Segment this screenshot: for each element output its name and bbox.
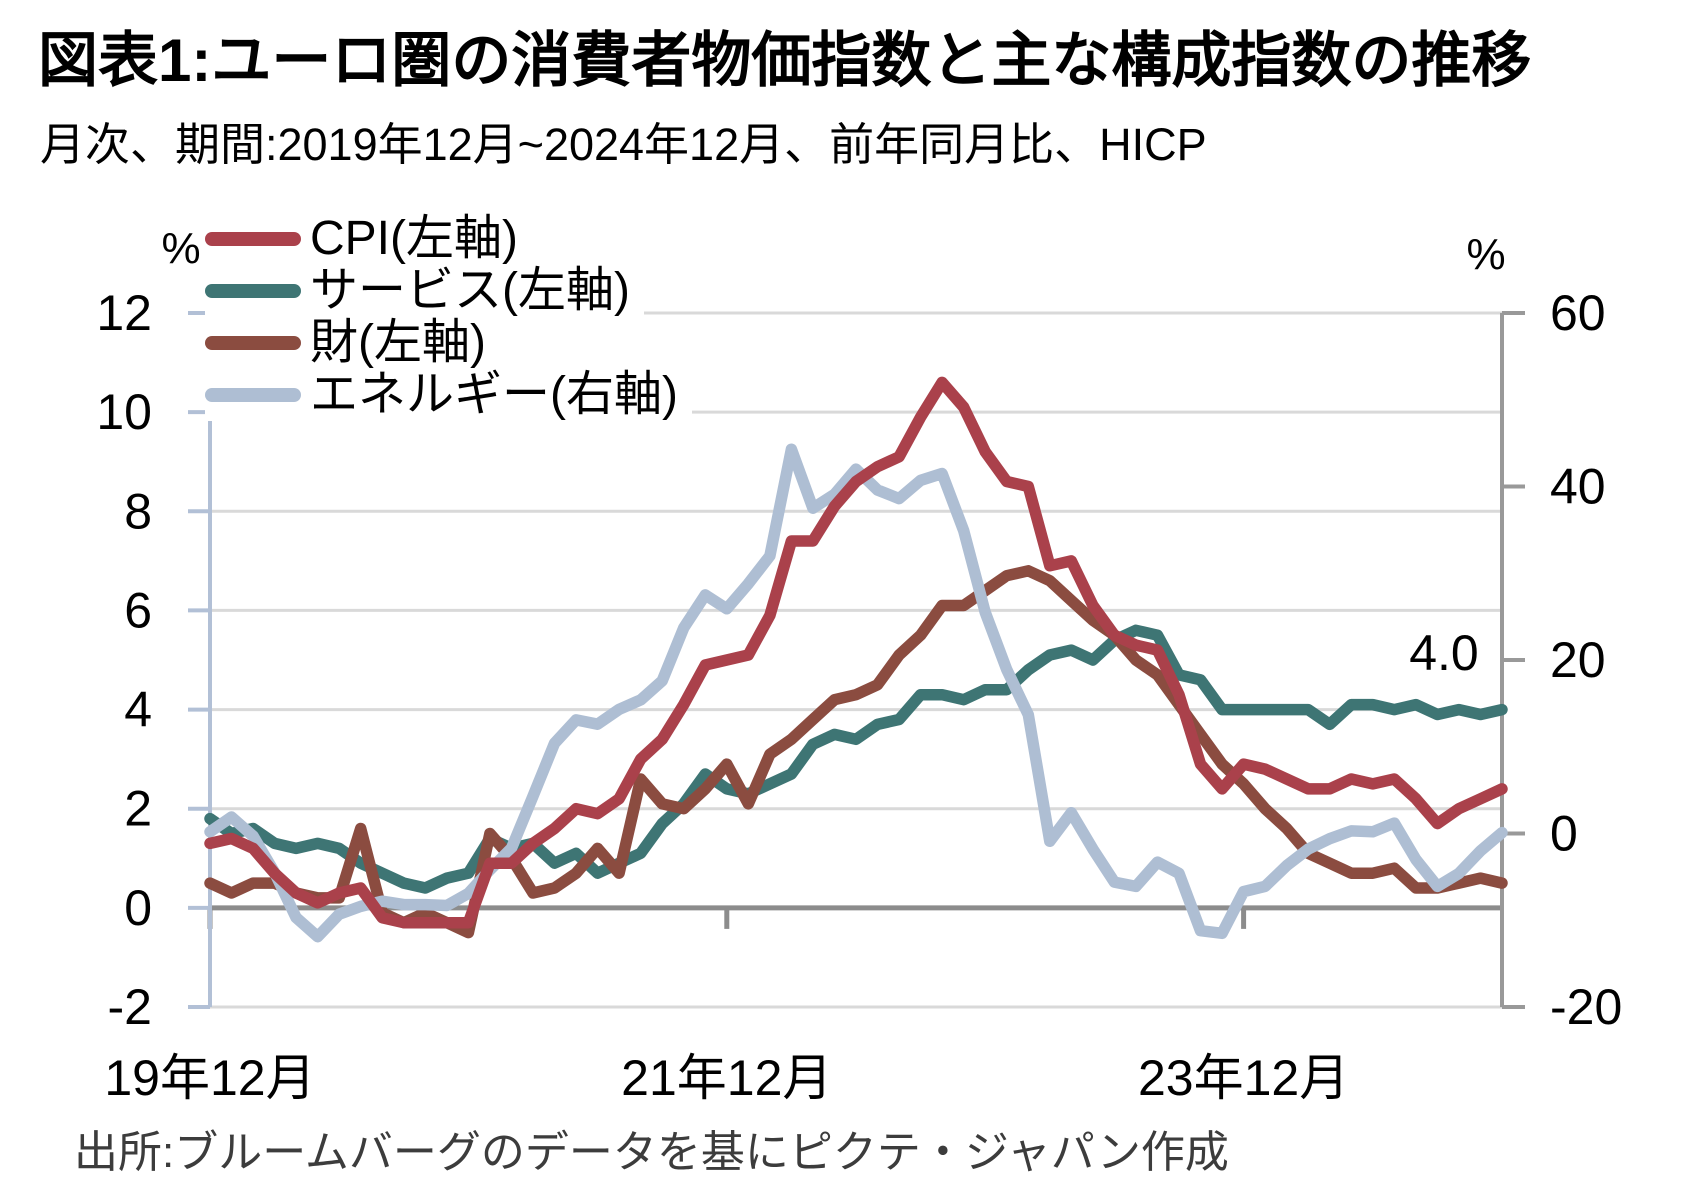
left-axis-tick-label: 4 [124, 682, 152, 738]
series-cpi-line [204, 376, 1508, 929]
services-line-swatch [205, 284, 301, 298]
right-axis-tick-label: 40 [1550, 459, 1606, 515]
left-axis-tick-label: 0 [124, 880, 152, 936]
right-axis-unit-label: % [1466, 230, 1505, 279]
right-axis-tick-label: -20 [1550, 979, 1622, 1035]
legend-item-cpi: CPI(左軸) [205, 213, 532, 265]
legend-label-services: サービス(左軸) [310, 264, 630, 317]
left-axis-tick-label: 10 [96, 384, 152, 440]
chart-title: 図表1:ユーロ圏の消費者物価指数と主な構成指数の推移 [38, 27, 1532, 94]
series-services-line [204, 624, 1508, 894]
energy-line-swatch [205, 388, 301, 402]
left-axis-tick-label: 2 [124, 781, 152, 837]
right-axis-tick-label: 0 [1550, 806, 1578, 862]
source-note: 出所:ブルームバーグのデータを基にピクテ・ジャパン作成 [74, 1128, 1229, 1177]
x-axis-label: 19年12月 [104, 1050, 315, 1106]
left-axis-tick-label: -2 [108, 979, 152, 1035]
legend-item-energy: エネルギー(右軸) [205, 369, 692, 421]
legend: CPI(左軸) サービス(左軸) 財(左軸) エネルギー(右軸) [205, 213, 692, 421]
right-axis-tick-label: 20 [1550, 632, 1606, 688]
left-axis-unit-label: % [161, 224, 200, 273]
legend-label-cpi: CPI(左軸) [310, 212, 518, 265]
legend-item-goods: 財(左軸) [205, 317, 500, 369]
series-goods-line [204, 565, 1508, 939]
x-axis-label: 23年12月 [1138, 1050, 1349, 1106]
legend-label-energy: エネルギー(右軸) [310, 368, 678, 421]
series-energy-line [204, 443, 1508, 943]
legend-item-services: サービス(左軸) [205, 265, 644, 317]
goods-line-swatch [205, 336, 301, 350]
chart-subtitle: 月次、期間:2019年12月~2024年12月、前年同月比、HICP [40, 119, 1207, 170]
left-axis-tick-label: 8 [124, 483, 152, 539]
right-axis-tick-label: 60 [1550, 285, 1606, 341]
series-end-value-annotation: 4.0 [1409, 625, 1479, 681]
cpi-line-swatch [205, 232, 301, 246]
legend-label-goods: 財(左軸) [310, 316, 486, 369]
x-axis-label: 21年12月 [621, 1050, 832, 1106]
left-axis-tick-label: 6 [124, 582, 152, 638]
left-axis-tick-label: 12 [96, 285, 152, 341]
